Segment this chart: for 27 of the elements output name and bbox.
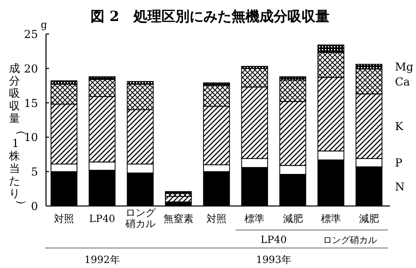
chart-title: 図 2 処理区別にみた無機成分吸収量: [90, 9, 330, 25]
series-label: N: [395, 180, 405, 194]
x-tick-label: 無窒素: [163, 213, 194, 225]
y-tick-label: 0: [31, 200, 38, 213]
x-tick-label: ロング硝カル: [124, 208, 156, 230]
x-tick-label: 対照: [54, 213, 74, 225]
y-tick-label: 25: [24, 28, 38, 41]
series-label: P: [395, 156, 403, 170]
x-tick-label: 対照: [206, 213, 226, 225]
series-label: K: [395, 120, 404, 134]
text: 1992年: [84, 254, 120, 266]
x-tick-label: LP40: [89, 214, 116, 225]
text: ロング硝カル: [322, 235, 377, 246]
text: LP40: [260, 235, 287, 246]
y-tick-label: 10: [24, 131, 38, 144]
series-label: Mg: [395, 60, 414, 74]
y-tick-label: 5: [31, 166, 38, 179]
x-tick-label: 標準: [244, 213, 265, 225]
x-tick-label: 減肥: [359, 213, 379, 225]
y-tick-label: 15: [24, 96, 38, 110]
y-tick-label: 20: [24, 62, 38, 76]
bar: [164, 191, 192, 194]
x-tick-label: 減肥: [282, 213, 303, 225]
text: 1993年: [256, 254, 292, 266]
x-tick-label: 標準: [320, 213, 341, 225]
text: g: [40, 20, 48, 31]
series-label: Ca: [395, 75, 410, 88]
